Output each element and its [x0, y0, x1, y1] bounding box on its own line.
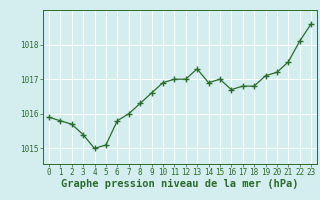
- X-axis label: Graphe pression niveau de la mer (hPa): Graphe pression niveau de la mer (hPa): [61, 179, 299, 189]
